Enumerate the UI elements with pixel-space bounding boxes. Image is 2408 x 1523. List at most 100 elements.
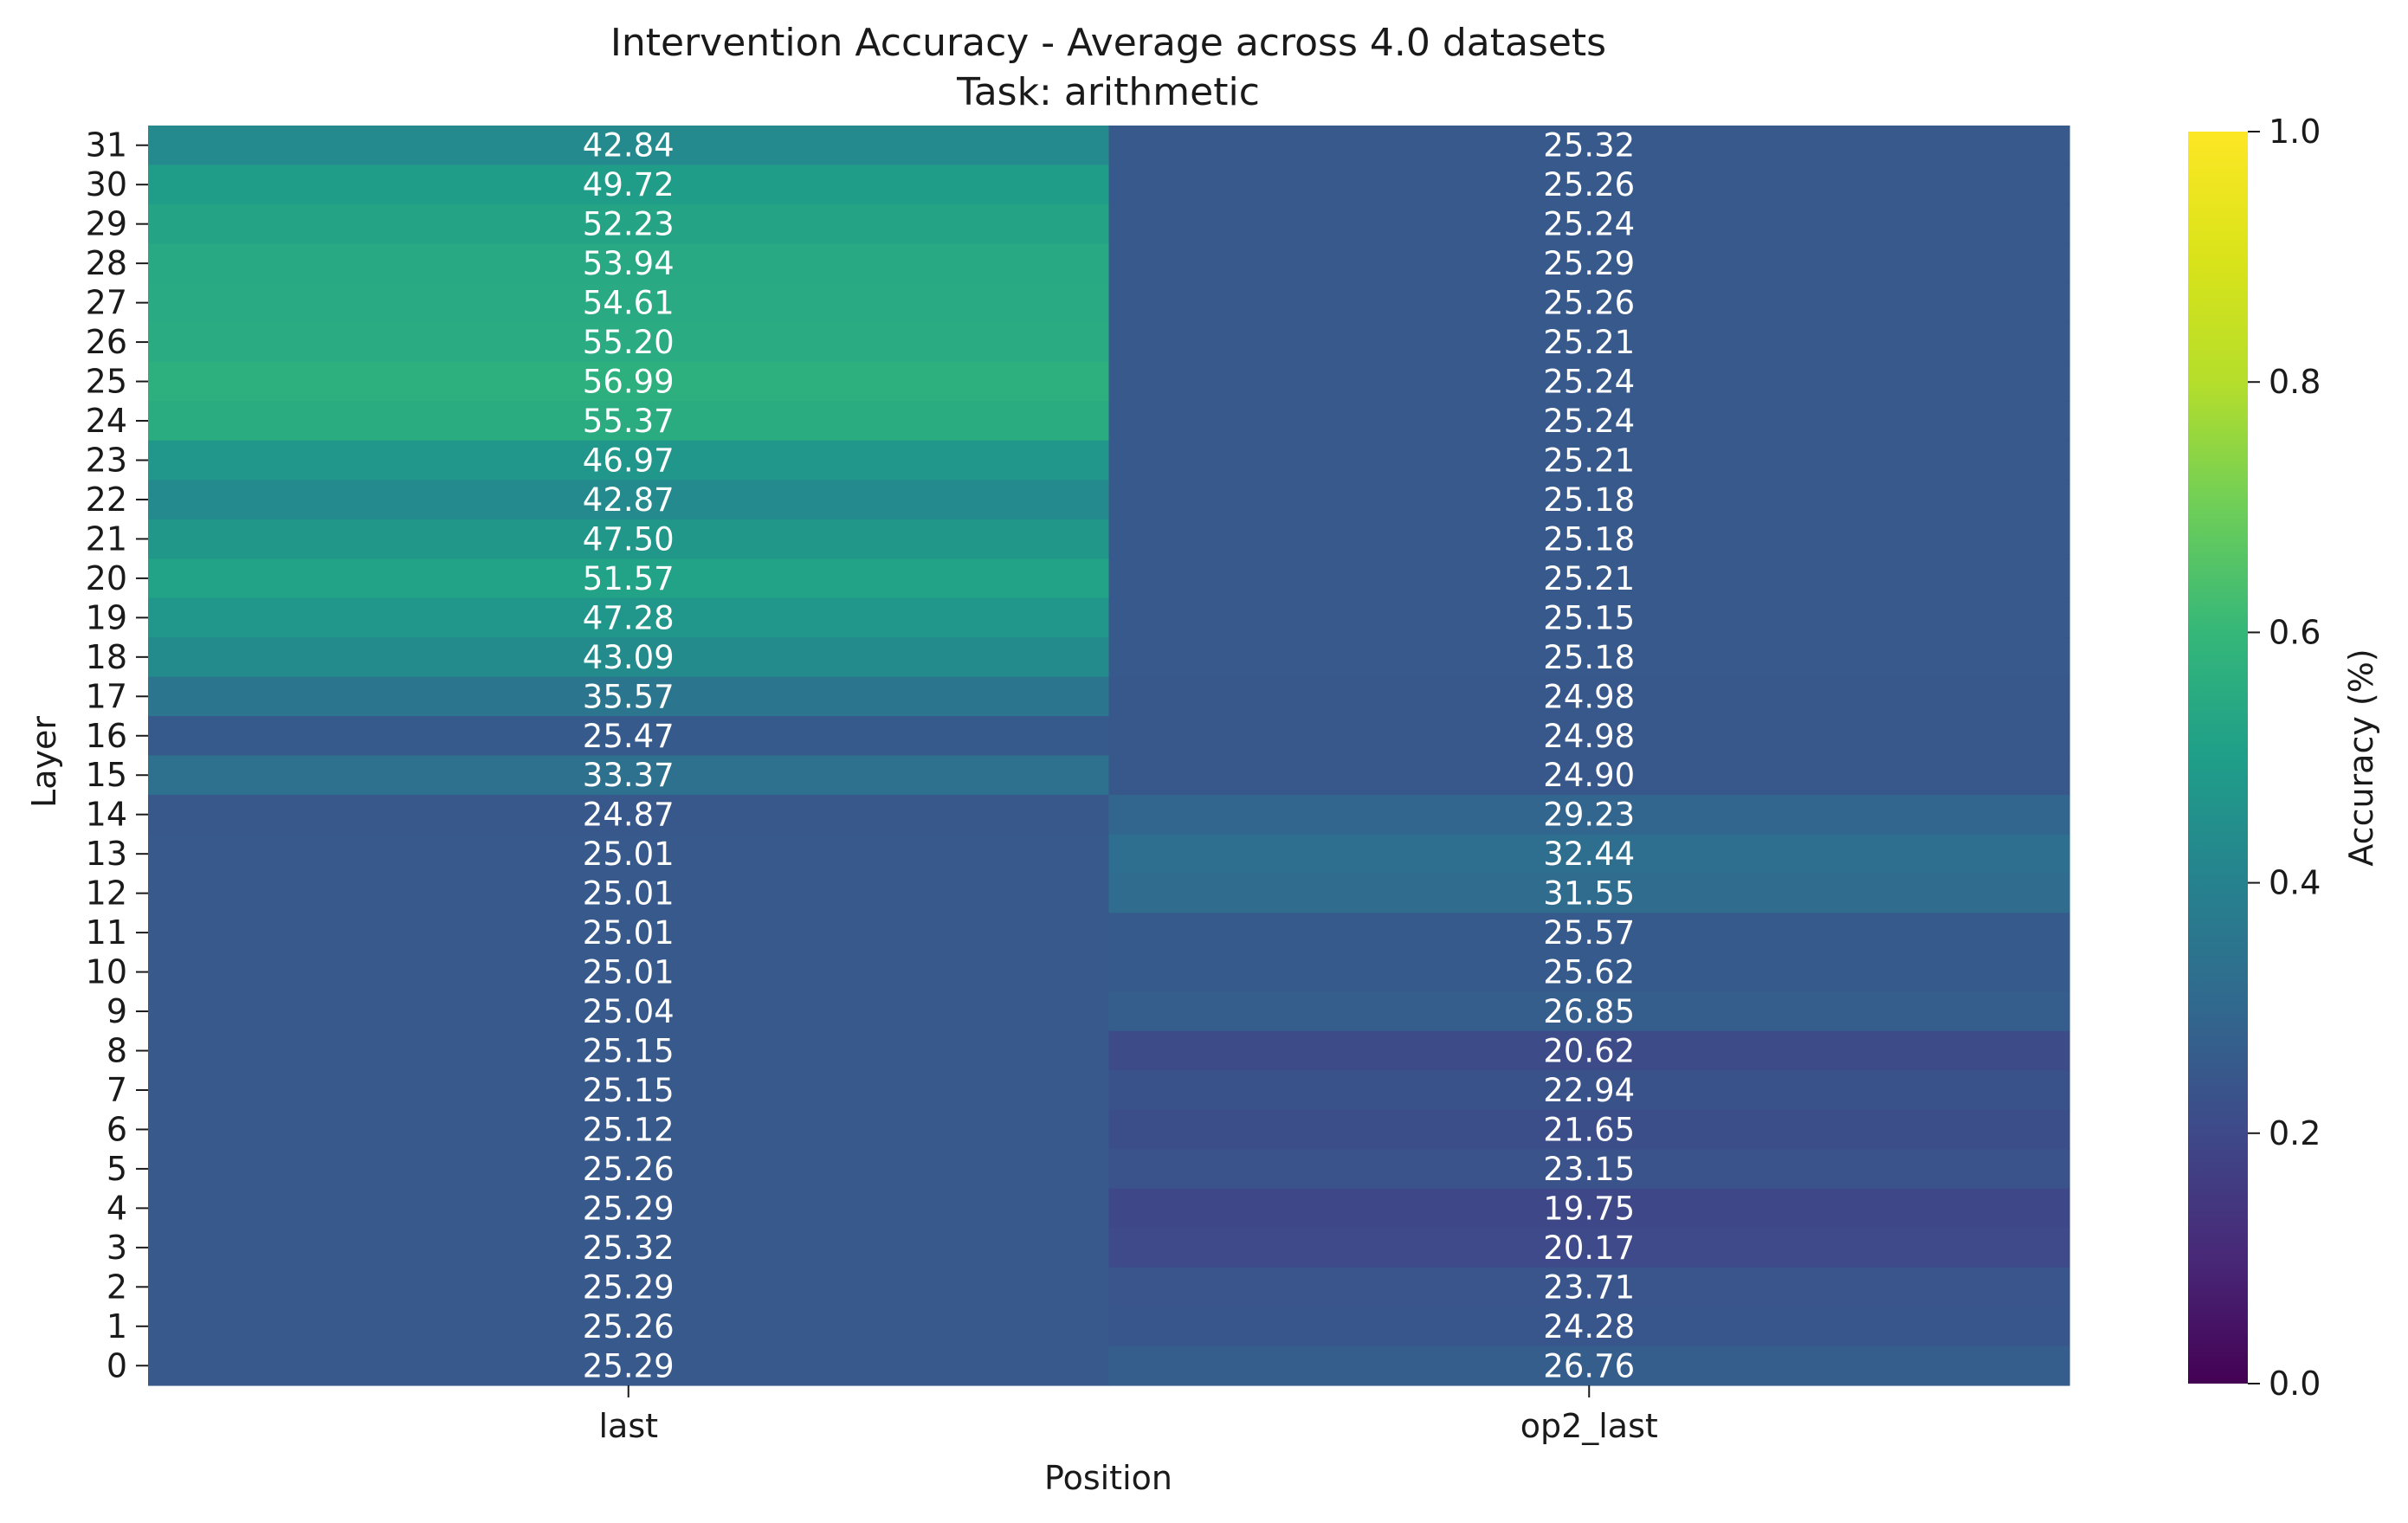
heatmap-cells xyxy=(148,126,2070,1386)
cell-value-label: 25.18 xyxy=(1543,520,1635,558)
cell-value-label: 42.84 xyxy=(583,127,675,165)
y-tick-label: 10 xyxy=(86,953,127,991)
cell-value-label: 25.29 xyxy=(583,1268,675,1306)
cell-value-label: 25.01 xyxy=(583,836,675,873)
heatmap-cell-13-op2_last xyxy=(1108,834,2070,874)
heatmap-cell-4-op2_last xyxy=(1108,1188,2070,1229)
heatmap-cell-23-last xyxy=(148,440,1110,481)
heatmap-cell-20-op2_last xyxy=(1108,558,2070,599)
heatmap-cell-12-last xyxy=(148,873,1110,913)
cell-value-label: 25.01 xyxy=(583,954,675,991)
cell-value-label: 22.94 xyxy=(1543,1072,1635,1109)
heatmap-cell-10-op2_last xyxy=(1108,952,2070,992)
cell-value-label: 55.37 xyxy=(583,403,675,440)
y-tick-label: 11 xyxy=(86,913,127,952)
heatmap-cell-16-op2_last xyxy=(1108,716,2070,757)
heatmap-cell-5-op2_last xyxy=(1108,1149,2070,1190)
cell-value-label: 32.44 xyxy=(1543,836,1635,873)
heatmap-cell-18-op2_last xyxy=(1108,637,2070,678)
heatmap-cell-27-last xyxy=(148,282,1110,323)
chart-title: Intervention Accuracy - Average across 4… xyxy=(610,21,1606,65)
heatmap-cell-29-last xyxy=(148,203,1110,245)
cell-value-label: 25.29 xyxy=(583,1347,675,1384)
heatmap-cell-8-op2_last xyxy=(1108,1030,2070,1071)
y-tick-label: 4 xyxy=(107,1189,127,1227)
y-tick-label: 27 xyxy=(86,284,127,322)
heatmap-cell-25-last xyxy=(148,361,1110,402)
y-tick-label: 8 xyxy=(107,1032,127,1070)
y-tick-label: 14 xyxy=(86,796,127,834)
y-tick-label: 24 xyxy=(86,402,127,440)
heatmap-cell-26-last xyxy=(148,322,1110,363)
y-tick-label: 28 xyxy=(86,244,127,282)
cell-value-label: 25.15 xyxy=(583,1072,675,1109)
cell-value-label: 25.32 xyxy=(583,1229,675,1267)
cell-value-label: 19.75 xyxy=(1543,1190,1635,1227)
cell-value-label: 24.28 xyxy=(1543,1308,1635,1346)
heatmap-cell-28-last xyxy=(148,243,1110,284)
cell-value-label: 25.04 xyxy=(583,993,675,1030)
cell-value-label: 25.26 xyxy=(1543,166,1635,203)
heatmap-cell-11-op2_last xyxy=(1108,913,2070,953)
colorbar-tick-label: 0.0 xyxy=(2269,1365,2321,1403)
y-tick-label: 30 xyxy=(86,165,127,203)
heatmap-cell-0-op2_last xyxy=(1108,1346,2070,1386)
heatmap-cell-22-op2_last xyxy=(1108,480,2070,520)
y-tick-label: 16 xyxy=(86,717,127,755)
y-tick-label: 6 xyxy=(107,1110,127,1148)
heatmap-cell-12-op2_last xyxy=(1108,873,2070,913)
cell-value-label: 42.87 xyxy=(583,481,675,519)
colorbar-tick-label: 1.0 xyxy=(2269,113,2321,151)
cell-value-label: 20.62 xyxy=(1543,1033,1635,1070)
heatmap-cell-8-last xyxy=(148,1030,1110,1071)
heatmap-cell-1-op2_last xyxy=(1108,1307,2070,1347)
heatmap-cell-17-op2_last xyxy=(1108,676,2070,717)
cell-value-label: 31.55 xyxy=(1543,875,1635,913)
heatmap-cell-31-op2_last xyxy=(1108,126,2070,166)
cell-value-label: 25.29 xyxy=(1543,245,1635,282)
heatmap-cell-10-last xyxy=(148,952,1110,992)
x-tick-label: op2_last xyxy=(1520,1407,1658,1445)
heatmap-cell-17-last xyxy=(148,676,1110,717)
colorbar-ticks: 0.0 0.2 0.4 0.6 0.8 1.0 xyxy=(2248,113,2321,1403)
cell-value-label: 25.18 xyxy=(1543,639,1635,676)
y-tick-label: 0 xyxy=(107,1346,127,1384)
heatmap-cell-28-op2_last xyxy=(1108,243,2070,284)
y-tick-label: 3 xyxy=(107,1229,127,1267)
y-tick-label: 1 xyxy=(107,1307,127,1346)
heatmap-cell-11-last xyxy=(148,913,1110,953)
cell-value-label: 25.24 xyxy=(1543,206,1635,243)
cell-value-label: 25.01 xyxy=(583,875,675,913)
y-axis-label: Layer xyxy=(25,716,63,808)
cell-value-label: 21.65 xyxy=(1543,1111,1635,1148)
cell-value-label: 47.50 xyxy=(583,520,675,558)
heatmap-cell-6-op2_last xyxy=(1108,1109,2070,1150)
cell-value-label: 25.18 xyxy=(1543,481,1635,519)
cell-value-label: 56.99 xyxy=(583,364,675,401)
heatmap-cell-18-last xyxy=(148,637,1110,678)
heatmap-cell-15-op2_last xyxy=(1108,755,2070,796)
cell-value-label: 25.32 xyxy=(1543,127,1635,165)
cell-value-label: 24.90 xyxy=(1543,757,1635,794)
y-tick-label: 20 xyxy=(86,559,127,597)
heatmap-cell-3-last xyxy=(148,1228,1110,1268)
x-tick-label: last xyxy=(598,1407,658,1445)
heatmap-cell-1-last xyxy=(148,1307,1110,1347)
heatmap-cell-16-last xyxy=(148,716,1110,757)
cell-value-label: 25.21 xyxy=(1543,442,1635,479)
heatmap-cell-4-last xyxy=(148,1188,1110,1229)
y-tick-label: 17 xyxy=(86,677,127,715)
heatmap-cell-24-op2_last xyxy=(1108,401,2070,442)
colorbar-tick-label: 0.8 xyxy=(2269,363,2321,401)
heatmap-cell-26-op2_last xyxy=(1108,322,2070,363)
cell-value-label: 25.24 xyxy=(1543,364,1635,401)
cell-value-label: 29.23 xyxy=(1543,797,1635,834)
y-tick-label: 7 xyxy=(107,1071,127,1109)
y-tick-label: 18 xyxy=(86,638,127,676)
heatmap-cell-20-last xyxy=(148,558,1110,599)
y-tick-label: 21 xyxy=(86,519,127,558)
y-tick-label: 9 xyxy=(107,992,127,1030)
heatmap-cell-22-last xyxy=(148,480,1110,520)
heatmap-cell-21-op2_last xyxy=(1108,519,2070,559)
